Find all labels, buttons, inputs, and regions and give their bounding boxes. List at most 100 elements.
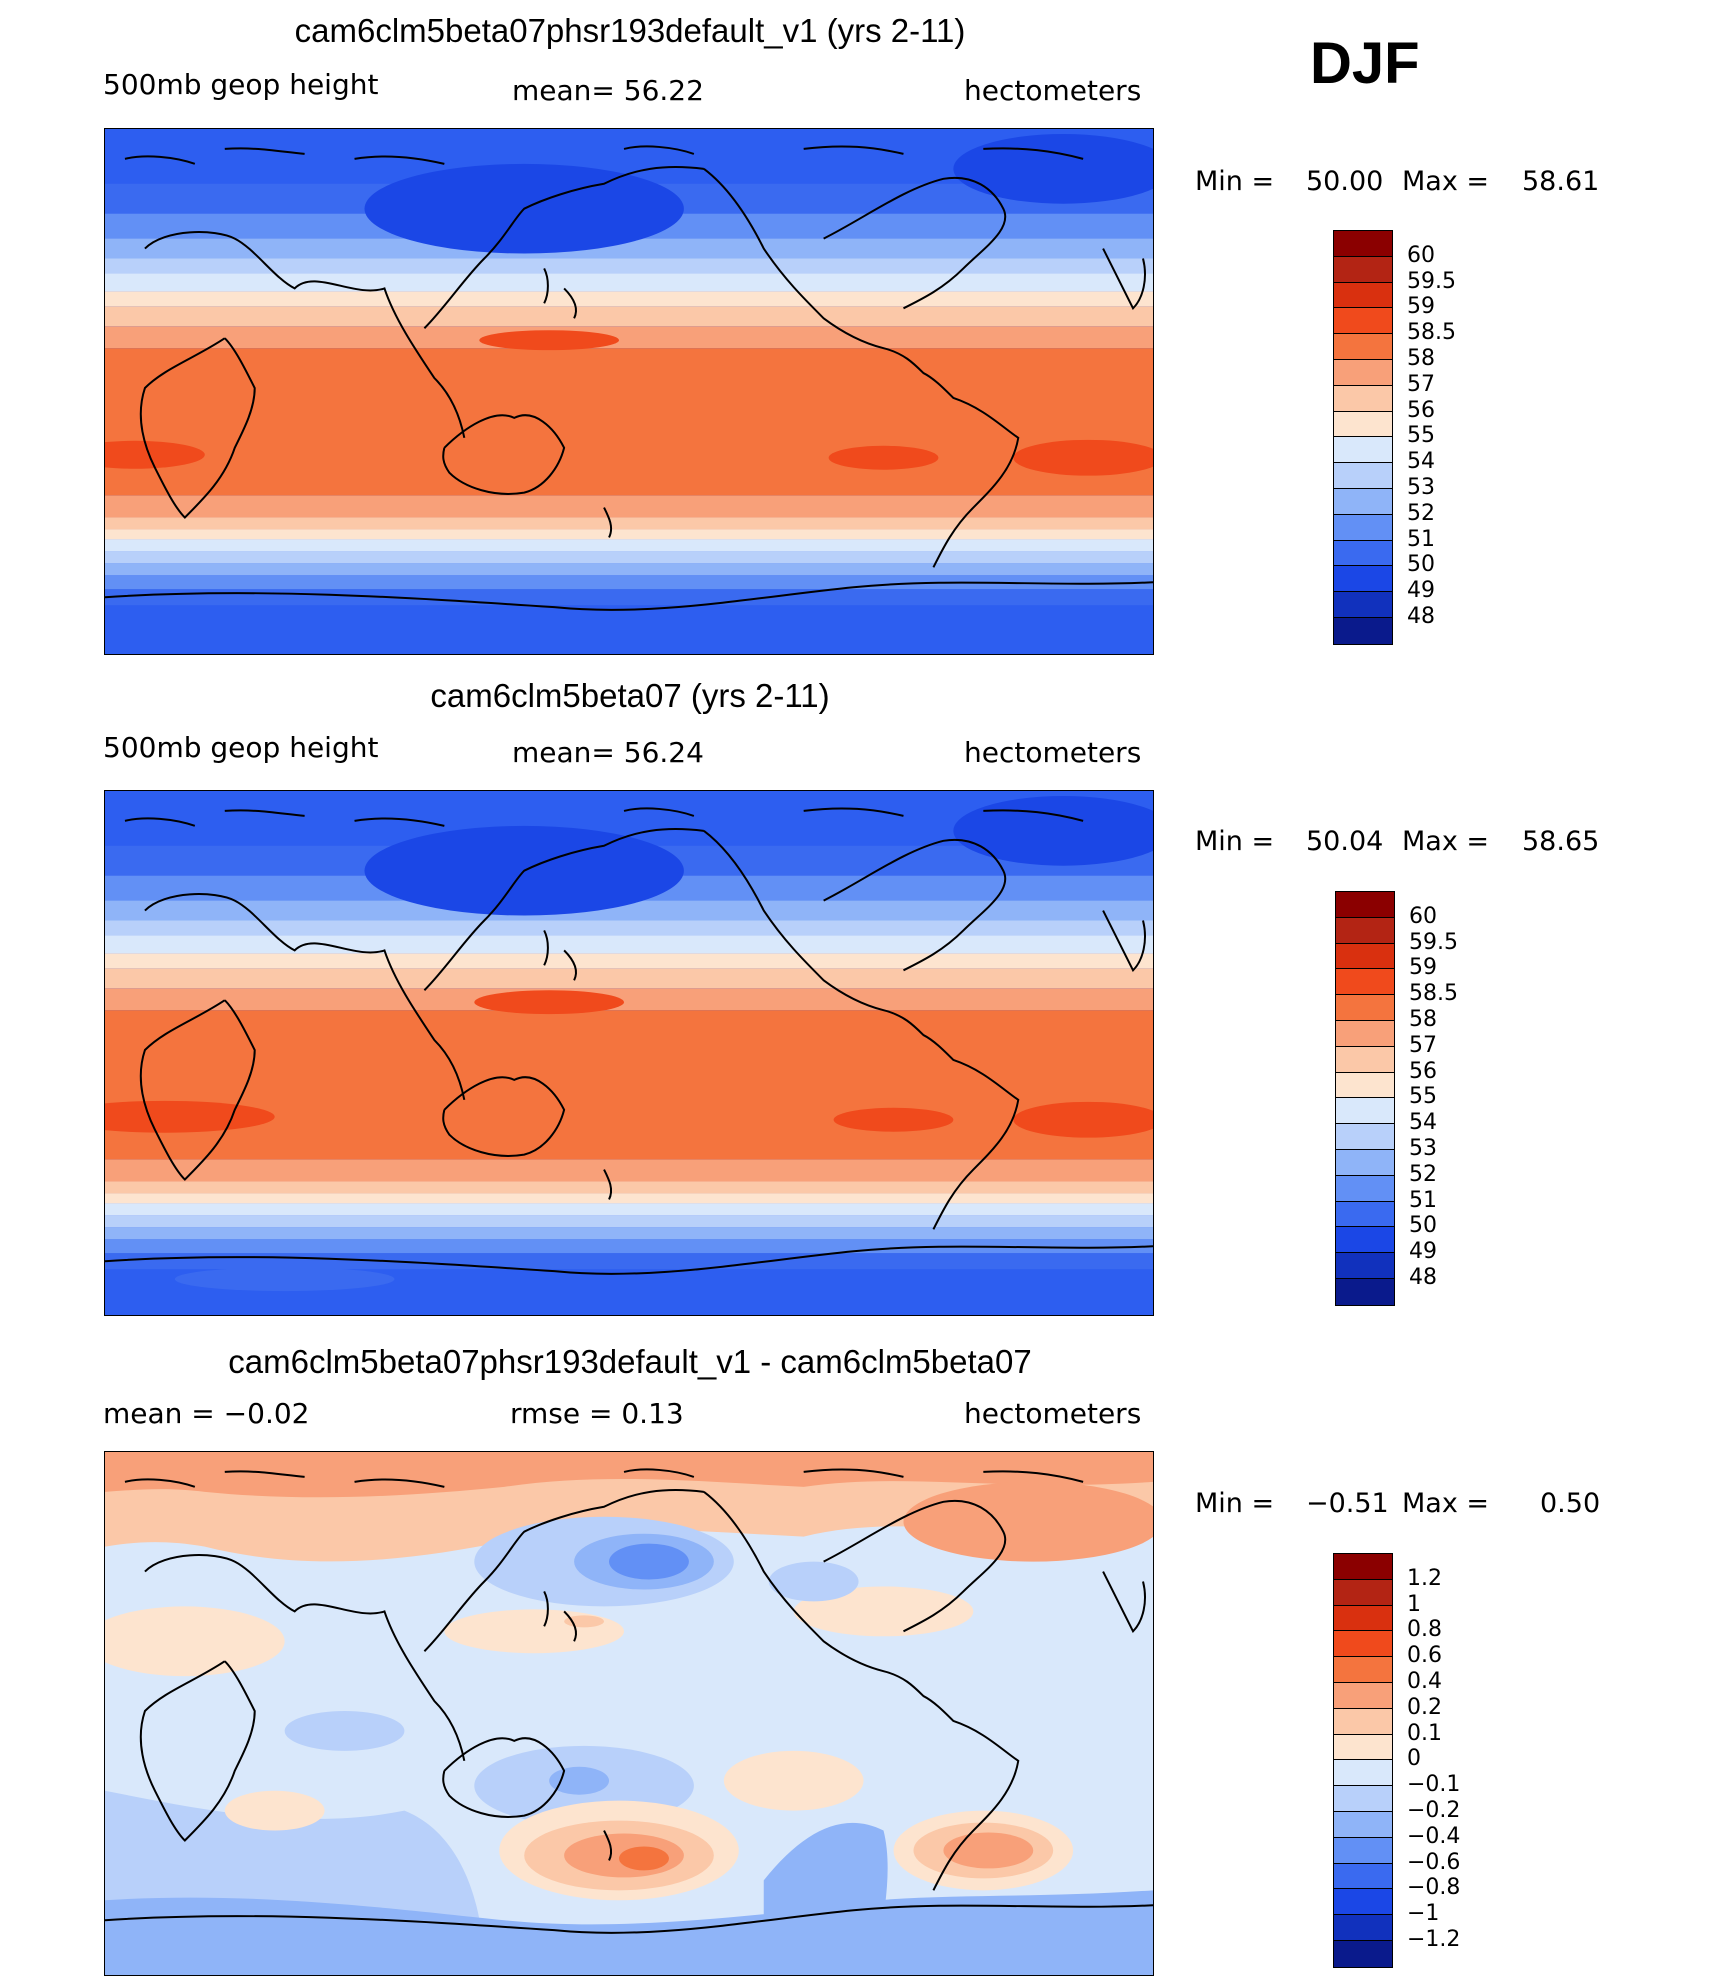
colorbar-swatch: [1334, 1605, 1392, 1632]
panel-2-min-value: 50.04: [1306, 826, 1384, 857]
colorbar-tick-label: 60: [1407, 242, 1435, 268]
colorbar-tick-label: 52: [1407, 500, 1435, 526]
colorbar-swatch: [1336, 969, 1394, 996]
colorbar-tick-label: −0.4: [1407, 1823, 1461, 1849]
colorbar-tick-label: 0: [1407, 1746, 1421, 1772]
panel-3-max-label: Max =: [1402, 1488, 1490, 1519]
colorbar-tick-label: 54: [1409, 1110, 1437, 1136]
season-label: DJF: [1310, 31, 1420, 96]
colorbar-swatch: [1334, 334, 1392, 360]
colorbar-tick-label: 58.5: [1407, 320, 1456, 346]
colorbar-tick-label: 1.2: [1407, 1565, 1442, 1591]
panel-3-units-label: hectometers: [964, 1397, 1142, 1430]
colorbar-tick-label: 51: [1409, 1187, 1437, 1213]
colorbar-swatch: [1334, 1760, 1392, 1787]
panel-1-title: cam6clm5beta07phsr193default_v1 (yrs 2-1…: [294, 12, 966, 49]
colorbar-tick-label: 52: [1409, 1161, 1437, 1187]
colorbar-swatch: [1334, 1631, 1392, 1658]
colorbar-tick-label: 0.2: [1407, 1694, 1442, 1720]
colorbar-swatch: [1336, 943, 1394, 970]
colorbar-tick-label: −0.2: [1407, 1798, 1461, 1823]
colorbar-tick-label: 54: [1407, 449, 1435, 475]
panel-2-mean-label: mean= 56.24: [512, 736, 704, 769]
colorbar-swatch: [1334, 359, 1392, 386]
colorbar-swatch: [1334, 463, 1392, 489]
panel-2-variable-label: 500mb geop height: [103, 731, 379, 764]
colorbar-tick-label: 50: [1409, 1213, 1437, 1239]
panel-1-min-label: Min =: [1195, 166, 1275, 197]
panel-3-min-label: Min =: [1195, 1488, 1275, 1519]
panel-1-min-value: 50.00: [1306, 166, 1384, 197]
colorbar-swatch: [1336, 1175, 1394, 1202]
colorbar-swatch: [1334, 1682, 1392, 1709]
colorbar-swatch: [1334, 1837, 1392, 1864]
colorbar-swatch: [1334, 488, 1392, 515]
colorbar-tick-label: 56: [1407, 397, 1435, 423]
colorbar-swatch: [1334, 1657, 1392, 1683]
colorbar-swatch: [1334, 1940, 1392, 1967]
colorbar-tick-label: −0.1: [1407, 1772, 1461, 1798]
colorbar-tick-label: 48: [1409, 1265, 1437, 1290]
colorbar-swatch: [1334, 1811, 1392, 1838]
colorbar-tick-label: 57: [1407, 371, 1435, 397]
panel-1-units-label: hectometers: [964, 74, 1142, 107]
panel-1-mean-label: mean= 56.22: [512, 74, 704, 107]
colorbar-tick-label: 0.1: [1407, 1720, 1442, 1746]
colorbar-swatch: [1334, 1915, 1392, 1941]
colorbar-tick-label: 1: [1407, 1591, 1421, 1617]
colorbar-swatch: [1334, 1708, 1392, 1735]
colorbar-swatch: [1336, 1020, 1394, 1047]
colorbar-tick-label: 53: [1407, 475, 1435, 500]
colorbar-tick-label: 58.5: [1409, 981, 1458, 1007]
colorbar-tick-label: −1: [1407, 1901, 1440, 1927]
colorbar-swatch: [1334, 592, 1392, 618]
colorbar-swatch: [1334, 1579, 1392, 1606]
colorbar-tick-label: 49: [1409, 1239, 1437, 1265]
colorbar-swatch: [1334, 514, 1392, 541]
colorbar-tick-label: 60: [1409, 903, 1437, 929]
colorbar-tick-label: −0.6: [1407, 1849, 1461, 1875]
panel-3-rmse-label: rmse = 0.13: [510, 1397, 684, 1430]
colorbar-swatch: [1336, 1124, 1394, 1150]
colorbar-swatch: [1334, 411, 1392, 438]
colorbar-tick-label: 53: [1409, 1136, 1437, 1161]
panel-1-max-value: 58.61: [1522, 166, 1600, 197]
panel-1-colorbar: [1333, 230, 1393, 645]
colorbar-tick-label: 59: [1407, 294, 1435, 320]
colorbar-tick-label: 55: [1407, 423, 1435, 449]
panel-2-colorbar: [1335, 891, 1395, 1306]
colorbar-swatch: [1334, 540, 1392, 567]
colorbar-swatch: [1334, 566, 1392, 593]
colorbar-tick-label: 57: [1409, 1032, 1437, 1058]
colorbar-swatch: [1334, 617, 1392, 644]
colorbar-swatch: [1334, 256, 1392, 283]
colorbar-tick-label: 56: [1409, 1058, 1437, 1084]
colorbar-swatch: [1334, 1786, 1392, 1812]
colorbar-tick-label: −0.8: [1407, 1875, 1461, 1901]
panel-2-min-label: Min =: [1195, 826, 1275, 857]
colorbar-swatch: [1336, 995, 1394, 1021]
panel-2-max-label: Max =: [1402, 826, 1490, 857]
panel-3-title: cam6clm5beta07phsr193default_v1 - cam6cl…: [228, 1343, 1032, 1380]
colorbar-swatch: [1336, 1098, 1394, 1125]
panel-1-map: [104, 128, 1154, 655]
colorbar-tick-label: 50: [1407, 552, 1435, 578]
colorbar-swatch: [1334, 1863, 1392, 1890]
colorbar-swatch: [1336, 1227, 1394, 1254]
colorbar-tick-label: 48: [1407, 604, 1435, 629]
colorbar-tick-label: 0.4: [1407, 1669, 1442, 1694]
colorbar-swatch: [1336, 1072, 1394, 1099]
panel-3-min-value: −0.51: [1306, 1488, 1389, 1519]
panel-3-map: [104, 1451, 1154, 1976]
colorbar-tick-label: 51: [1407, 526, 1435, 552]
colorbar-swatch: [1336, 1046, 1394, 1073]
panel-2-max-value: 58.65: [1522, 826, 1600, 857]
panel-1-variable-label: 500mb geop height: [103, 68, 379, 101]
colorbar-swatch: [1334, 1554, 1392, 1580]
colorbar-swatch: [1336, 917, 1394, 944]
colorbar-tick-label: 55: [1409, 1084, 1437, 1110]
colorbar-swatch: [1336, 1253, 1394, 1279]
panel-2-map: [104, 790, 1154, 1316]
colorbar-swatch: [1334, 385, 1392, 412]
colorbar-tick-label: 0.6: [1407, 1643, 1442, 1669]
